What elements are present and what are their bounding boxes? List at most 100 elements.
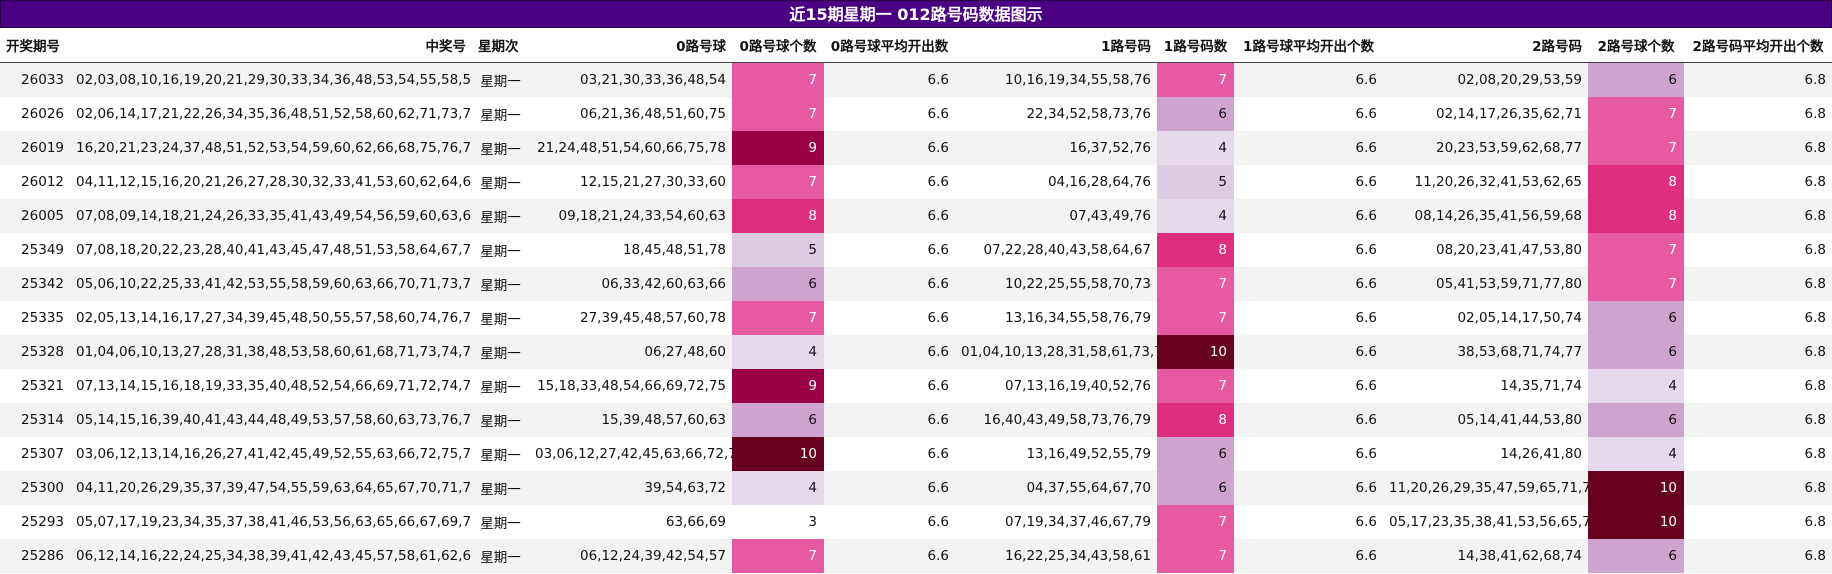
- period-cell: 25342: [0, 267, 70, 301]
- route2-count-cell: 6: [1588, 301, 1684, 335]
- table-row[interactable]: 25342 05,06,10,22,25,33,41,42,53,55,58,59…: [0, 267, 1832, 301]
- col-header-route0-avg[interactable]: 0路号球平均开出数: [824, 28, 955, 63]
- route2-numbers-cell: 11,20,26,32,41,53,62,65: [1383, 165, 1588, 199]
- route0-numbers-cell: 06,27,48,60: [529, 335, 732, 369]
- table-row[interactable]: 25349 07,08,18,20,22,23,28,40,41,43,45,47…: [0, 233, 1832, 267]
- period-cell: 25335: [0, 301, 70, 335]
- table-row[interactable]: 25321 07,13,14,15,16,18,19,33,35,40,48,52…: [0, 369, 1832, 403]
- route0-avg-cell: 6.6: [824, 301, 955, 335]
- route1-avg-cell: 6.6: [1234, 437, 1383, 471]
- weekday-cell: 星期一: [472, 471, 529, 505]
- col-header-weekday[interactable]: 星期次: [472, 28, 529, 63]
- col-header-route0-count[interactable]: 0路号球个数: [732, 28, 824, 63]
- route1-avg-cell: 6.6: [1234, 505, 1383, 539]
- route1-numbers-cell: 04,37,55,64,67,70: [955, 471, 1157, 505]
- winning-numbers-cell: 05,06,10,22,25,33,41,42,53,55,58,59,60,6…: [70, 267, 472, 301]
- route2-numbers-cell: 38,53,68,71,74,77: [1383, 335, 1588, 369]
- route1-numbers-cell: 10,16,19,34,55,58,76: [955, 62, 1157, 97]
- route1-avg-cell: 6.6: [1234, 471, 1383, 505]
- route0-avg-cell: 6.6: [824, 403, 955, 437]
- table-row[interactable]: 25314 05,14,15,16,39,40,41,43,44,48,49,53…: [0, 403, 1832, 437]
- col-header-route2-avg[interactable]: 2路号码平均开出个数: [1684, 28, 1832, 63]
- route1-count-cell: 7: [1157, 267, 1234, 301]
- col-header-numbers[interactable]: 中奖号: [70, 28, 472, 63]
- winning-numbers-cell: 04,11,12,15,16,20,21,26,27,28,30,32,33,4…: [70, 165, 472, 199]
- route0-avg-cell: 6.6: [824, 97, 955, 131]
- col-header-route1-avg[interactable]: 1路号球平均开出个数: [1234, 28, 1383, 63]
- route1-numbers-cell: 13,16,34,55,58,76,79: [955, 301, 1157, 335]
- route1-avg-cell: 6.6: [1234, 131, 1383, 165]
- table-row[interactable]: 25300 04,11,20,26,29,35,37,39,47,54,55,59…: [0, 471, 1832, 505]
- route1-count-cell: 7: [1157, 369, 1234, 403]
- route1-count-cell: 4: [1157, 199, 1234, 233]
- route1-avg-cell: 6.6: [1234, 233, 1383, 267]
- route0-count-cell: 6: [732, 267, 824, 301]
- route1-count-cell: 8: [1157, 403, 1234, 437]
- route2-avg-cell: 6.8: [1684, 505, 1832, 539]
- route2-count-cell: 4: [1588, 437, 1684, 471]
- table-row[interactable]: 26019 16,20,21,23,24,37,48,51,52,53,54,59…: [0, 131, 1832, 165]
- table-row[interactable]: 25335 02,05,13,14,16,17,27,34,39,45,48,50…: [0, 301, 1832, 335]
- route0-avg-cell: 6.6: [824, 335, 955, 369]
- route0-avg-cell: 6.6: [824, 437, 955, 471]
- route0-avg-cell: 6.6: [824, 62, 955, 97]
- col-header-route0[interactable]: 0路号球: [529, 28, 732, 63]
- route2-count-cell: 10: [1588, 471, 1684, 505]
- winning-numbers-cell: 07,13,14,15,16,18,19,33,35,40,48,52,54,6…: [70, 369, 472, 403]
- period-cell: 25286: [0, 539, 70, 573]
- route0-avg-cell: 6.6: [824, 199, 955, 233]
- col-header-route2-count[interactable]: 2路号球个数: [1588, 28, 1684, 63]
- winning-numbers-cell: 03,06,12,13,14,16,26,27,41,42,45,49,52,5…: [70, 437, 472, 471]
- route2-avg-cell: 6.8: [1684, 437, 1832, 471]
- period-cell: 26005: [0, 199, 70, 233]
- weekday-cell: 星期一: [472, 233, 529, 267]
- table-row[interactable]: 25286 06,12,14,16,22,24,25,34,38,39,41,42…: [0, 539, 1832, 573]
- route2-numbers-cell: 08,20,23,41,47,53,80: [1383, 233, 1588, 267]
- route1-numbers-cell: 07,19,34,37,46,67,79: [955, 505, 1157, 539]
- col-header-route2[interactable]: 2路号码: [1383, 28, 1588, 63]
- route2-avg-cell: 6.8: [1684, 471, 1832, 505]
- col-header-route1[interactable]: 1路号码: [955, 28, 1157, 63]
- route0-avg-cell: 6.6: [824, 539, 955, 573]
- period-cell: 25349: [0, 233, 70, 267]
- route1-numbers-cell: 07,43,49,76: [955, 199, 1157, 233]
- route0-count-cell: 4: [732, 335, 824, 369]
- page-title: 近15期星期一 012路号码数据图示: [0, 0, 1832, 28]
- route1-count-cell: 5: [1157, 165, 1234, 199]
- table-row[interactable]: 25307 03,06,12,13,14,16,26,27,41,42,45,49…: [0, 437, 1832, 471]
- table-row[interactable]: 25293 05,07,17,19,23,34,35,37,38,41,46,53…: [0, 505, 1832, 539]
- route2-numbers-cell: 20,23,53,59,62,68,77: [1383, 131, 1588, 165]
- route0-avg-cell: 6.6: [824, 165, 955, 199]
- route1-numbers-cell: 07,22,28,40,43,58,64,67: [955, 233, 1157, 267]
- table-row[interactable]: 26012 04,11,12,15,16,20,21,26,27,28,30,32…: [0, 165, 1832, 199]
- route1-numbers-cell: 16,37,52,76: [955, 131, 1157, 165]
- winning-numbers-cell: 16,20,21,23,24,37,48,51,52,53,54,59,60,6…: [70, 131, 472, 165]
- route0-avg-cell: 6.6: [824, 471, 955, 505]
- route2-numbers-cell: 14,38,41,62,68,74: [1383, 539, 1588, 573]
- route2-numbers-cell: 05,17,23,35,38,41,53,56,65,71: [1383, 505, 1588, 539]
- weekday-cell: 星期一: [472, 403, 529, 437]
- route1-avg-cell: 6.6: [1234, 62, 1383, 97]
- table-row[interactable]: 26026 02,06,14,17,21,22,26,34,35,36,48,51…: [0, 97, 1832, 131]
- route1-count-cell: 7: [1157, 301, 1234, 335]
- route2-count-cell: 6: [1588, 403, 1684, 437]
- route0-avg-cell: 6.6: [824, 369, 955, 403]
- weekday-cell: 星期一: [472, 335, 529, 369]
- route1-avg-cell: 6.6: [1234, 97, 1383, 131]
- route2-count-cell: 8: [1588, 199, 1684, 233]
- period-cell: 26019: [0, 131, 70, 165]
- route2-count-cell: 4: [1588, 369, 1684, 403]
- col-header-route1-count[interactable]: 1路号码数: [1157, 28, 1234, 63]
- period-cell: 25293: [0, 505, 70, 539]
- route2-count-cell: 8: [1588, 165, 1684, 199]
- table-row[interactable]: 26005 07,08,09,14,18,21,24,26,33,35,41,43…: [0, 199, 1832, 233]
- table-row[interactable]: 26033 02,03,08,10,16,19,20,21,29,30,33,34…: [0, 62, 1832, 97]
- col-header-period[interactable]: 开奖期号: [0, 28, 70, 63]
- weekday-cell: 星期一: [472, 369, 529, 403]
- route2-count-cell: 7: [1588, 233, 1684, 267]
- weekday-cell: 星期一: [472, 62, 529, 97]
- winning-numbers-cell: 07,08,09,14,18,21,24,26,33,35,41,43,49,5…: [70, 199, 472, 233]
- route1-count-cell: 7: [1157, 505, 1234, 539]
- table-row[interactable]: 25328 01,04,06,10,13,27,28,31,38,48,53,58…: [0, 335, 1832, 369]
- route1-count-cell: 4: [1157, 131, 1234, 165]
